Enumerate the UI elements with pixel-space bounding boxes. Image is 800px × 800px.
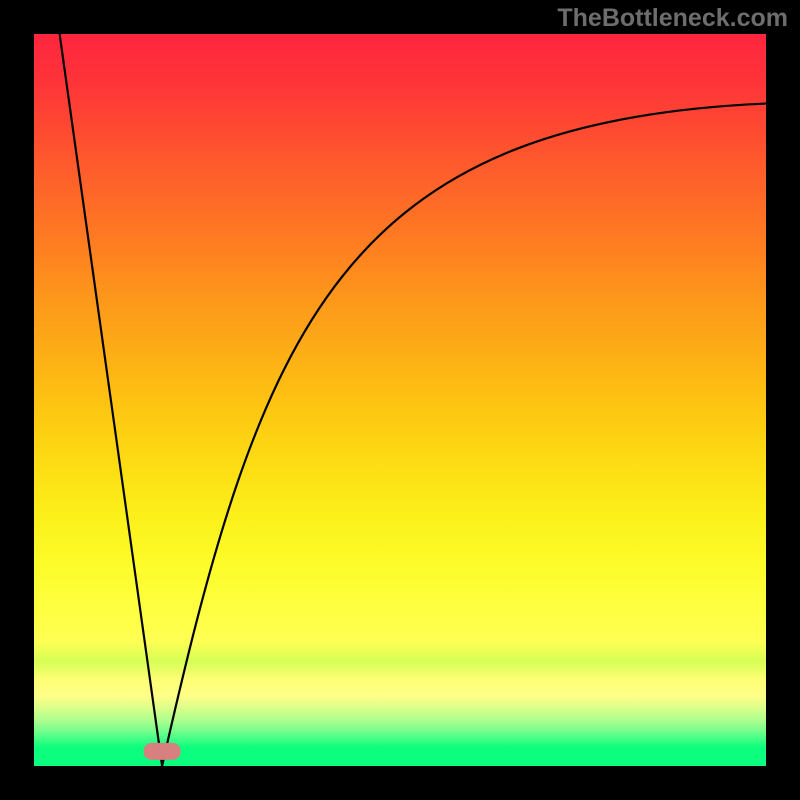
plot-svg [34, 34, 766, 766]
gradient-background [34, 34, 766, 766]
watermark-text: TheBottleneck.com [557, 4, 788, 33]
plot-area [34, 34, 766, 766]
optimum-marker [144, 743, 181, 760]
chart-frame: TheBottleneck.com [0, 0, 800, 800]
